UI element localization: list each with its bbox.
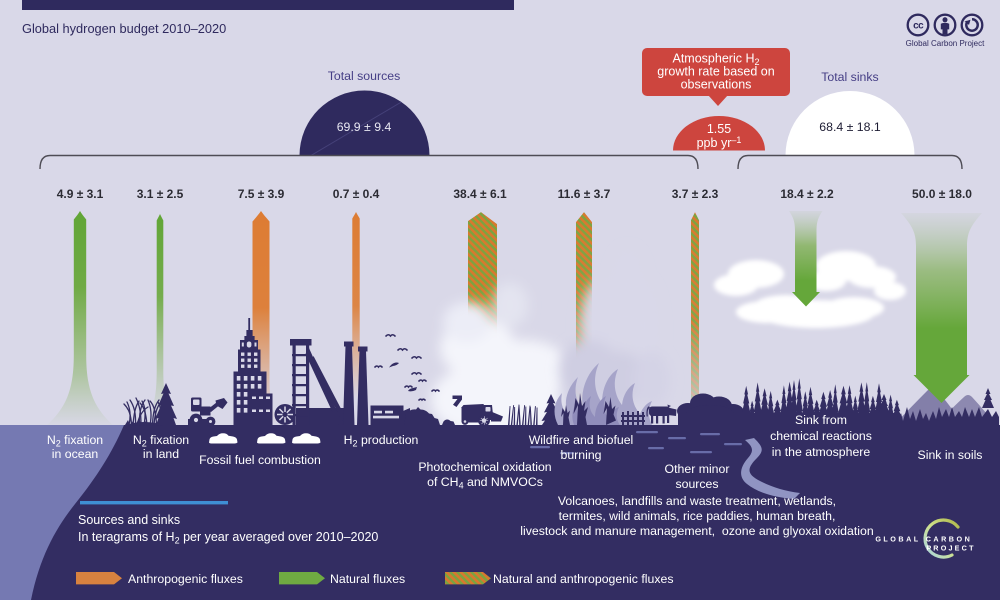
svg-text:1.55: 1.55 <box>707 122 731 136</box>
svg-text:in ocean: in ocean <box>52 447 99 461</box>
svg-text:3.7 ± 2.3: 3.7 ± 2.3 <box>672 187 719 201</box>
svg-text:sources: sources <box>675 477 718 491</box>
svg-text:H2 production: H2 production <box>344 433 419 449</box>
svg-text:68.4 ± 18.1: 68.4 ± 18.1 <box>819 120 881 134</box>
svg-text:GLOBAL: GLOBAL <box>875 535 920 544</box>
svg-text:3.1 ± 2.5: 3.1 ± 2.5 <box>137 187 184 201</box>
svg-text:Atmospheric H2: Atmospheric H2 <box>673 52 760 68</box>
svg-text:Total sources: Total sources <box>328 69 400 83</box>
svg-text:CARBON: CARBON <box>926 535 973 544</box>
svg-text:chemical reactions: chemical reactions <box>770 429 872 443</box>
svg-text:69.9 ± 9.4: 69.9 ± 9.4 <box>337 120 392 134</box>
svg-text:Fossil fuel combustion: Fossil fuel combustion <box>199 453 321 467</box>
svg-text:growth rate based on: growth rate based on <box>657 65 774 79</box>
svg-text:observations: observations <box>681 78 752 92</box>
svg-text:N2 fixation: N2 fixation <box>133 433 189 449</box>
svg-text:4.9 ± 3.1: 4.9 ± 3.1 <box>57 187 104 201</box>
svg-text:Sink from: Sink from <box>795 413 847 427</box>
svg-text:of CH4 and NMVOCs: of CH4 and NMVOCs <box>427 475 543 491</box>
svg-text:N2 fixation: N2 fixation <box>47 433 103 449</box>
svg-text:Volcanoes, landfills and waste: Volcanoes, landfills and waste treatment… <box>558 494 836 508</box>
svg-text:ppb yr–1: ppb yr–1 <box>697 135 742 150</box>
svg-text:In teragrams of H2 per year av: In teragrams of H2 per year averaged ove… <box>78 530 378 546</box>
svg-text:in the atmosphere: in the atmosphere <box>772 445 871 459</box>
svg-text:Global hydrogen budget 2010–20: Global hydrogen budget 2010–2020 <box>22 21 226 36</box>
svg-text:Wildfire and biofuel: Wildfire and biofuel <box>529 433 634 447</box>
svg-text:50.0 ± 18.0: 50.0 ± 18.0 <box>912 187 972 201</box>
svg-text:cc: cc <box>913 21 924 32</box>
svg-text:Global Carbon Project: Global Carbon Project <box>906 39 985 48</box>
svg-text:in land: in land <box>143 447 179 461</box>
svg-text:livestock and manure managemen: livestock and manure management, ozone a… <box>520 524 874 538</box>
svg-text:Anthropogenic fluxes: Anthropogenic fluxes <box>128 572 243 586</box>
svg-text:Total sinks: Total sinks <box>821 70 878 84</box>
svg-text:burning: burning <box>560 448 601 462</box>
svg-text:Photochemical oxidation: Photochemical oxidation <box>418 460 551 474</box>
svg-text:Natural fluxes: Natural fluxes <box>330 572 405 586</box>
svg-text:0.7 ± 0.4: 0.7 ± 0.4 <box>333 187 380 201</box>
svg-text:Sources and sinks: Sources and sinks <box>78 513 180 527</box>
svg-text:termites, wild animals, rice p: termites, wild animals, rice paddies, hu… <box>559 509 836 523</box>
svg-text:7.5 ± 3.9: 7.5 ± 3.9 <box>238 187 285 201</box>
svg-text:11.6 ± 3.7: 11.6 ± 3.7 <box>558 187 611 201</box>
svg-text:38.4 ± 6.1: 38.4 ± 6.1 <box>453 187 507 201</box>
svg-text:Other minor: Other minor <box>665 462 730 476</box>
svg-text:Sink in soils: Sink in soils <box>918 448 983 462</box>
svg-text:Natural and anthropogenic flux: Natural and anthropogenic fluxes <box>493 572 673 586</box>
svg-text:18.4 ± 2.2: 18.4 ± 2.2 <box>780 187 834 201</box>
svg-text:PROJECT: PROJECT <box>926 544 975 553</box>
